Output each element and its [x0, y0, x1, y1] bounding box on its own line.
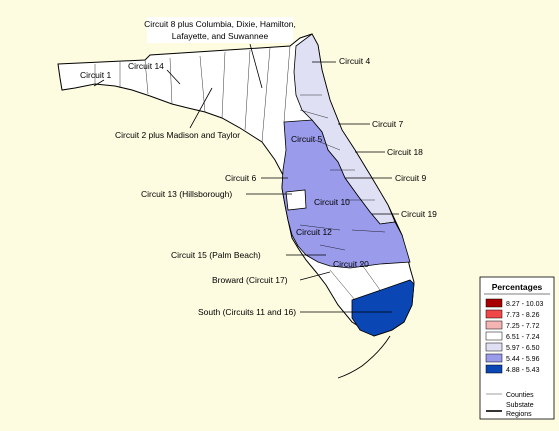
- legend-swatch-3: [485, 331, 503, 341]
- label-south: South (Circuits 11 and 16): [198, 307, 296, 317]
- legend-substate-label-1: Substate: [506, 402, 534, 409]
- leader-lines: [93, 43, 399, 313]
- label-circuit-19: Circuit 19: [401, 209, 437, 219]
- county-lines: [94, 45, 386, 301]
- legend-title: Percentages: [492, 282, 543, 292]
- legend-label-4: 5.97 - 6.50: [506, 345, 540, 352]
- label-circuit-12: Circuit 12: [296, 227, 332, 237]
- legend-label-1: 7.73 - 8.26: [506, 312, 540, 319]
- label-circuit-1: Circuit 1: [80, 70, 111, 80]
- label-circuit-15: Circuit 15 (Palm Beach): [171, 250, 261, 260]
- region-south-circuits-11-16: [351, 279, 415, 337]
- label-circuit-9: Circuit 9: [395, 173, 426, 183]
- legend-swatch-1: [485, 309, 503, 319]
- label-circuit-8-line2: Lafayette, and Suwannee: [172, 31, 269, 41]
- legend-swatch-0: [485, 298, 503, 308]
- label-circuit-7: Circuit 7: [372, 119, 403, 129]
- legend-swatch-4: [485, 342, 503, 352]
- label-circuit-13: Circuit 13 (Hillsborough): [141, 189, 232, 199]
- label-circuit-6: Circuit 6: [225, 173, 256, 183]
- label-circuit-20: Circuit 20: [333, 259, 369, 269]
- florida-keys: [337, 335, 391, 379]
- legend-swatch-6: [485, 364, 503, 374]
- region-circuit-13: [285, 189, 307, 211]
- legend-swatch-2: [485, 320, 503, 330]
- label-circuit-4: Circuit 4: [339, 56, 370, 66]
- label-circuit-2: Circuit 2 plus Madison and Taylor: [115, 130, 240, 140]
- label-circuit-5: Circuit 5: [291, 134, 322, 144]
- legend: Percentages 8.27 - 10.03 7.73 - 8.26 7.25 …: [479, 276, 555, 420]
- legend-label-5: 5.44 - 5.96: [506, 356, 540, 363]
- legend-label-2: 7.25 - 7.72: [506, 323, 540, 330]
- legend-counties-label: Counties: [506, 392, 534, 399]
- legend-swatch-5: [485, 353, 503, 363]
- region-circuits-5-6-10-12: [281, 119, 411, 269]
- circuit-8-label-bg: [147, 17, 293, 43]
- legend-label-0: 8.27 - 10.03: [506, 301, 543, 308]
- label-circuit-17: Broward (Circuit 17): [212, 275, 288, 285]
- label-circuit-14: Circuit 14: [128, 61, 164, 71]
- legend-items: 8.27 - 10.03 7.73 - 8.26 7.25 - 7.72 6.51 -…: [485, 298, 543, 374]
- label-circuit-8-line1: Circuit 8 plus Columbia, Dixie, Hamilton…: [144, 19, 296, 29]
- legend-label-6: 4.88 - 5.43: [506, 367, 540, 374]
- label-circuit-18: Circuit 18: [387, 147, 423, 157]
- legend-label-3: 6.51 - 7.24: [506, 334, 540, 341]
- label-circuit-10: Circuit 10: [314, 197, 350, 207]
- legend-substate-label-2: Regions: [506, 411, 532, 418]
